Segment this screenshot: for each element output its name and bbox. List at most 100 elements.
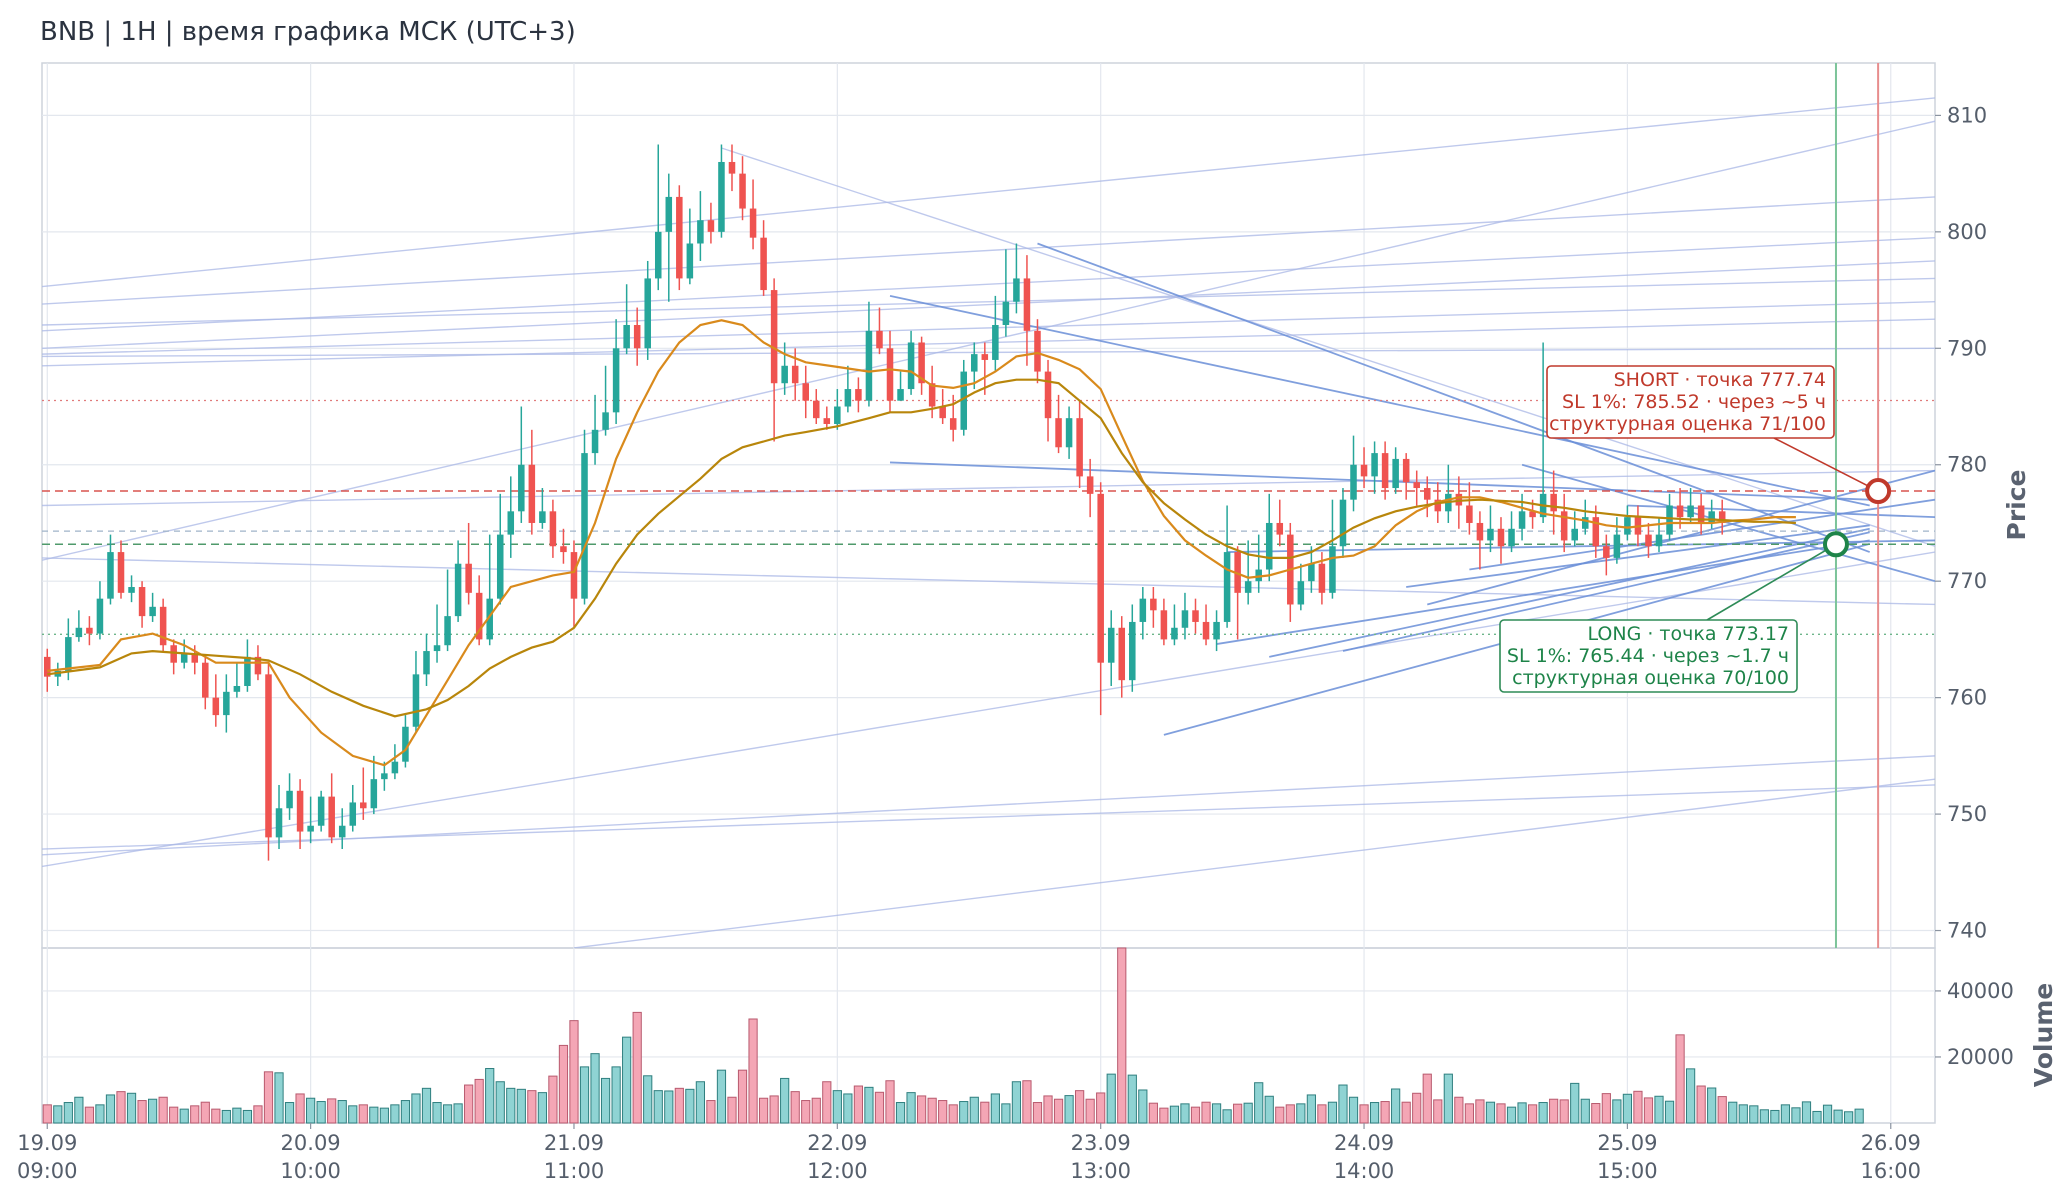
volume-bar-up [179, 1108, 189, 1124]
volume-bar-up [105, 1094, 116, 1124]
bullish-candle [433, 645, 441, 652]
y-axis-label: Price [2002, 470, 2031, 541]
volume-bar-up [1770, 1109, 1780, 1124]
volume-bar-down [737, 1069, 748, 1124]
volume-bar-down [158, 1096, 168, 1124]
bearish-candle [1055, 418, 1062, 448]
chart-title: BNB | 1H | время графика МСК (UTC+3) [40, 17, 576, 47]
volume-bar-up [1327, 1101, 1338, 1124]
volume-bar-up [579, 1066, 590, 1124]
volume-bar-up [1506, 1106, 1517, 1124]
bearish-candle [981, 354, 989, 360]
bearish-candle [570, 552, 578, 599]
volume-bar-down [1317, 1104, 1327, 1124]
volume-bar-down [1148, 1102, 1158, 1124]
volume-bar-up [390, 1104, 400, 1124]
bearish-candle [549, 511, 557, 547]
trend-line [1037, 242, 1871, 553]
bearish-candle [202, 662, 209, 698]
volume-bar-down [190, 1105, 200, 1124]
volume-bar-up [1707, 1087, 1717, 1124]
volume-bar-up [990, 1093, 1000, 1124]
bearish-candle [1276, 522, 1284, 535]
volume-bar-down [1549, 1098, 1559, 1124]
support-resistance-lines [42, 97, 1935, 948]
bearish-candle [1603, 546, 1610, 558]
volume-bar-down [548, 1075, 558, 1124]
bearish-candle [949, 418, 957, 430]
bullish-candle [307, 825, 314, 832]
bullish-candle [1624, 517, 1631, 535]
bullish-candle [1687, 505, 1694, 518]
volume-bar-up [1580, 1098, 1590, 1124]
bullish-candle [1508, 528, 1515, 547]
volume-bar-down [1717, 1096, 1727, 1124]
volume-bar-down [980, 1101, 990, 1124]
volume-bar-up [1485, 1101, 1496, 1124]
volume-bar-down [1075, 1090, 1085, 1124]
volume-tick-label: 20000 [1947, 1045, 2014, 1069]
bullish-candle [96, 598, 104, 634]
price-tick-label: 760 [1947, 686, 1987, 710]
support-resistance-line [42, 260, 1935, 349]
long-annotation-line: LONG · точка 773.17 [1588, 623, 1789, 645]
volume-bar-down [84, 1106, 95, 1124]
long-callout-line [1706, 543, 1837, 621]
bearish-candle [1413, 482, 1420, 489]
long-annotation-box [1499, 619, 1798, 693]
bullish-candle [444, 616, 451, 646]
bearish-candle [791, 365, 799, 384]
bullish-candle [507, 511, 515, 535]
bullish-candle [402, 726, 409, 762]
volume-bar-up [274, 1072, 284, 1124]
bearish-candle [1034, 330, 1041, 372]
volume-bar-up [1854, 1108, 1864, 1124]
volume-bar-up [432, 1102, 442, 1124]
bullish-candle [654, 231, 662, 279]
time-tick-time: 13:00 [1070, 1159, 1131, 1183]
bearish-candle [1529, 511, 1536, 518]
volume-bar-up [1001, 1103, 1011, 1124]
bullish-candle [971, 354, 978, 372]
volume-bar-up [232, 1107, 242, 1124]
volume-bar-up [895, 1102, 906, 1124]
volume-bar-up [780, 1077, 790, 1124]
volume-bar-down [200, 1101, 210, 1124]
bullish-candle [612, 348, 620, 413]
bullish-candle [907, 342, 915, 390]
bullish-candle [317, 796, 325, 826]
volume-bar-up [284, 1102, 295, 1124]
bullish-candle [486, 598, 493, 640]
volume-bar-up [348, 1105, 358, 1124]
support-resistance-line [721, 147, 1935, 547]
volume-bar-down [1401, 1101, 1411, 1124]
volume-bar-up [1791, 1107, 1801, 1124]
bullish-candle [602, 412, 609, 430]
bullish-candle [107, 552, 114, 599]
volume-bar-up [1391, 1088, 1401, 1124]
bullish-candle [718, 161, 725, 232]
support-resistance-line [42, 97, 1935, 288]
bearish-candle [254, 656, 262, 675]
bullish-candle [1371, 453, 1378, 477]
volume-axis: 20000 40000 [1935, 979, 2014, 1069]
bullish-candle [581, 453, 588, 599]
volume-bar-down [927, 1097, 937, 1124]
bullish-candle [1297, 581, 1305, 605]
volume-bar-up [242, 1109, 253, 1124]
bullish-candle [1308, 563, 1315, 582]
bearish-candle [138, 587, 146, 617]
bullish-candle [454, 563, 462, 617]
volume-bar-down [1380, 1101, 1390, 1124]
bearish-candle [465, 563, 472, 593]
bearish-candle [802, 383, 809, 401]
short-signal-marker [1865, 478, 1892, 505]
volume-bar-up [832, 1090, 842, 1124]
volume-bar-up [95, 1104, 105, 1124]
long-annotation-line: SL 1%: 765.44 · через ~1.7 ч [1507, 645, 1789, 667]
bearish-candle [159, 606, 167, 646]
short-annotation-line: структурная оценка 71/100 [1549, 413, 1826, 435]
bullish-candle [349, 802, 357, 826]
